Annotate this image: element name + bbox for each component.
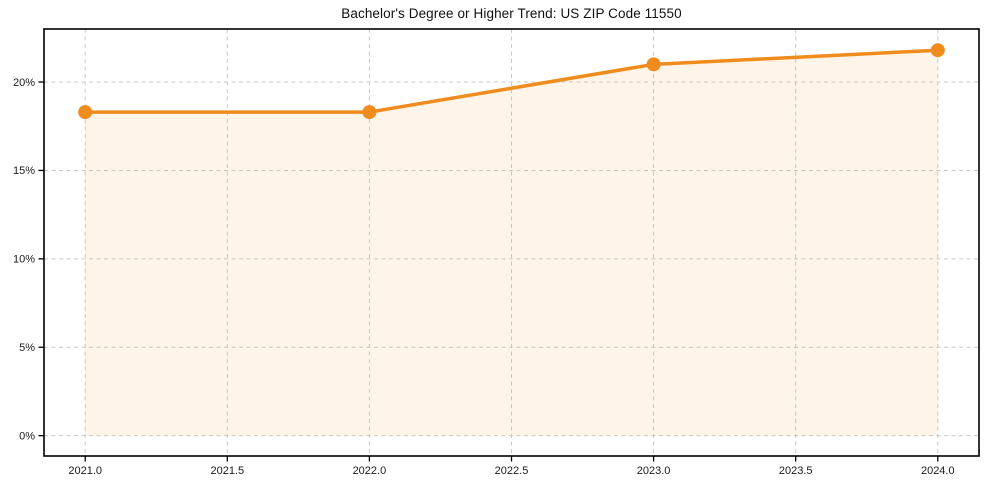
x-axis-tick-label: 2022.5 bbox=[495, 465, 529, 477]
data-point-marker bbox=[362, 105, 377, 120]
data-point-marker bbox=[930, 43, 945, 58]
x-axis-tick-label: 2023.0 bbox=[637, 465, 671, 477]
y-axis-tick-label: 20% bbox=[13, 77, 35, 89]
area-fill bbox=[85, 50, 938, 436]
data-point-marker bbox=[78, 105, 93, 120]
x-axis-tick-label: 2022.0 bbox=[353, 465, 387, 477]
x-axis-tick-label: 2021.0 bbox=[68, 465, 102, 477]
x-axis-tick-label: 2023.5 bbox=[779, 465, 813, 477]
x-axis-tick-label: 2021.5 bbox=[210, 465, 244, 477]
y-axis-tick-label: 10% bbox=[13, 254, 35, 266]
y-axis-tick-label: 5% bbox=[19, 342, 35, 354]
y-axis-tick-label: 0% bbox=[19, 430, 35, 442]
chart-title: Bachelor's Degree or Higher Trend: US ZI… bbox=[341, 6, 682, 21]
x-axis-tick-label: 2024.0 bbox=[921, 465, 955, 477]
trend-line bbox=[83, 48, 940, 114]
data-point-marker bbox=[646, 57, 661, 72]
y-axis-tick-label: 15% bbox=[13, 165, 35, 177]
